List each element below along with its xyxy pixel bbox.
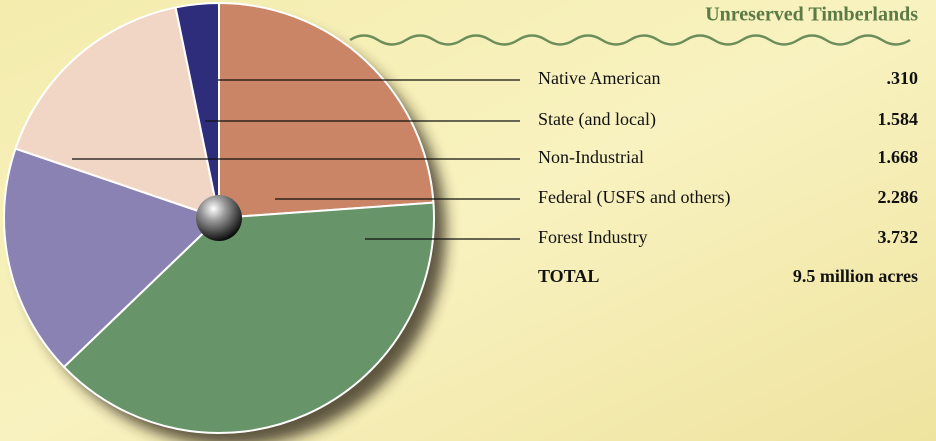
pie-slice — [218, 1, 435, 220]
value-label: 2.286 — [878, 187, 919, 207]
total-value: 9.5 million acres — [793, 266, 918, 286]
legend-label: Native American — [538, 68, 660, 88]
wavy-rule — [349, 34, 911, 46]
legend-label: Federal (USFS and others) — [538, 187, 730, 208]
value-label: 1.584 — [878, 109, 919, 129]
legend-label: Non-Industrial — [538, 147, 644, 167]
pie-slice — [3, 147, 221, 369]
legend-label: Forest Industry — [538, 227, 648, 247]
value-label: 1.668 — [878, 147, 919, 167]
pie — [3, 1, 435, 434]
pie-slice — [62, 201, 435, 434]
pie-slice — [174, 1, 220, 219]
value-label: .310 — [887, 68, 919, 88]
total-label: TOTAL — [538, 266, 599, 286]
legend-label: State (and local) — [538, 109, 656, 130]
pie-slice — [14, 6, 221, 220]
pie-center — [196, 195, 242, 241]
chart-title: Unreserved Timberlands — [705, 4, 918, 26]
value-label: 3.732 — [878, 227, 919, 247]
